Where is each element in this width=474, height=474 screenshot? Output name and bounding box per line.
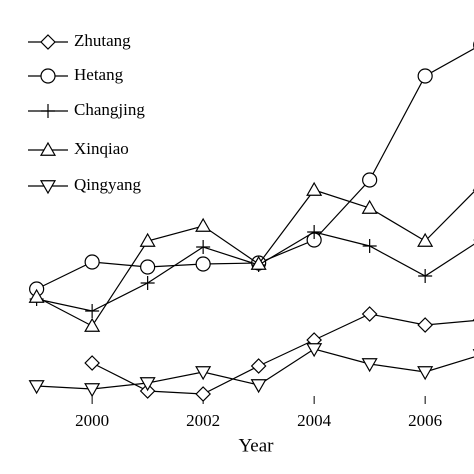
legend-label: Hetang [74,65,124,84]
marker [250,255,267,270]
marker [28,288,45,303]
marker [39,180,57,195]
marker [140,259,156,275]
marker [39,141,57,156]
marker [417,317,434,333]
marker [362,239,377,253]
marker [84,254,100,270]
marker [362,172,378,188]
marker [417,232,434,247]
legend-label: Zhutang [74,31,131,50]
legend-label: Qingyang [74,175,142,194]
marker [306,343,323,358]
x-tick-label: 2004 [297,411,332,430]
marker [195,366,212,381]
marker [250,379,267,394]
series-line [36,189,474,327]
marker [85,304,100,318]
x-axis-label: Year [238,435,274,456]
plot-area [28,41,474,402]
legend-label: Xinqiao [74,139,129,158]
marker [40,68,56,84]
x-tick-label: 2002 [186,411,220,430]
marker [195,217,212,232]
marker [195,256,211,272]
series-line [91,313,474,395]
marker [140,276,155,290]
marker [28,380,45,395]
marker [306,181,323,196]
marker [41,104,55,118]
marker [417,68,433,84]
x-tick-label: 2006 [408,411,442,430]
series-line [36,231,474,312]
marker [40,34,56,50]
marker [196,240,211,254]
legend-label: Changjing [74,100,145,119]
marker [361,358,378,373]
marker [84,317,101,332]
x-tick-label: 2000 [75,411,109,430]
marker [139,232,156,247]
marker [84,355,100,371]
marker [139,377,156,392]
marker [361,306,378,322]
marker [361,199,378,214]
marker [307,225,322,239]
marker [417,366,434,381]
marker [250,358,267,374]
marker [195,386,211,402]
marker [418,269,433,283]
marker [84,383,101,398]
